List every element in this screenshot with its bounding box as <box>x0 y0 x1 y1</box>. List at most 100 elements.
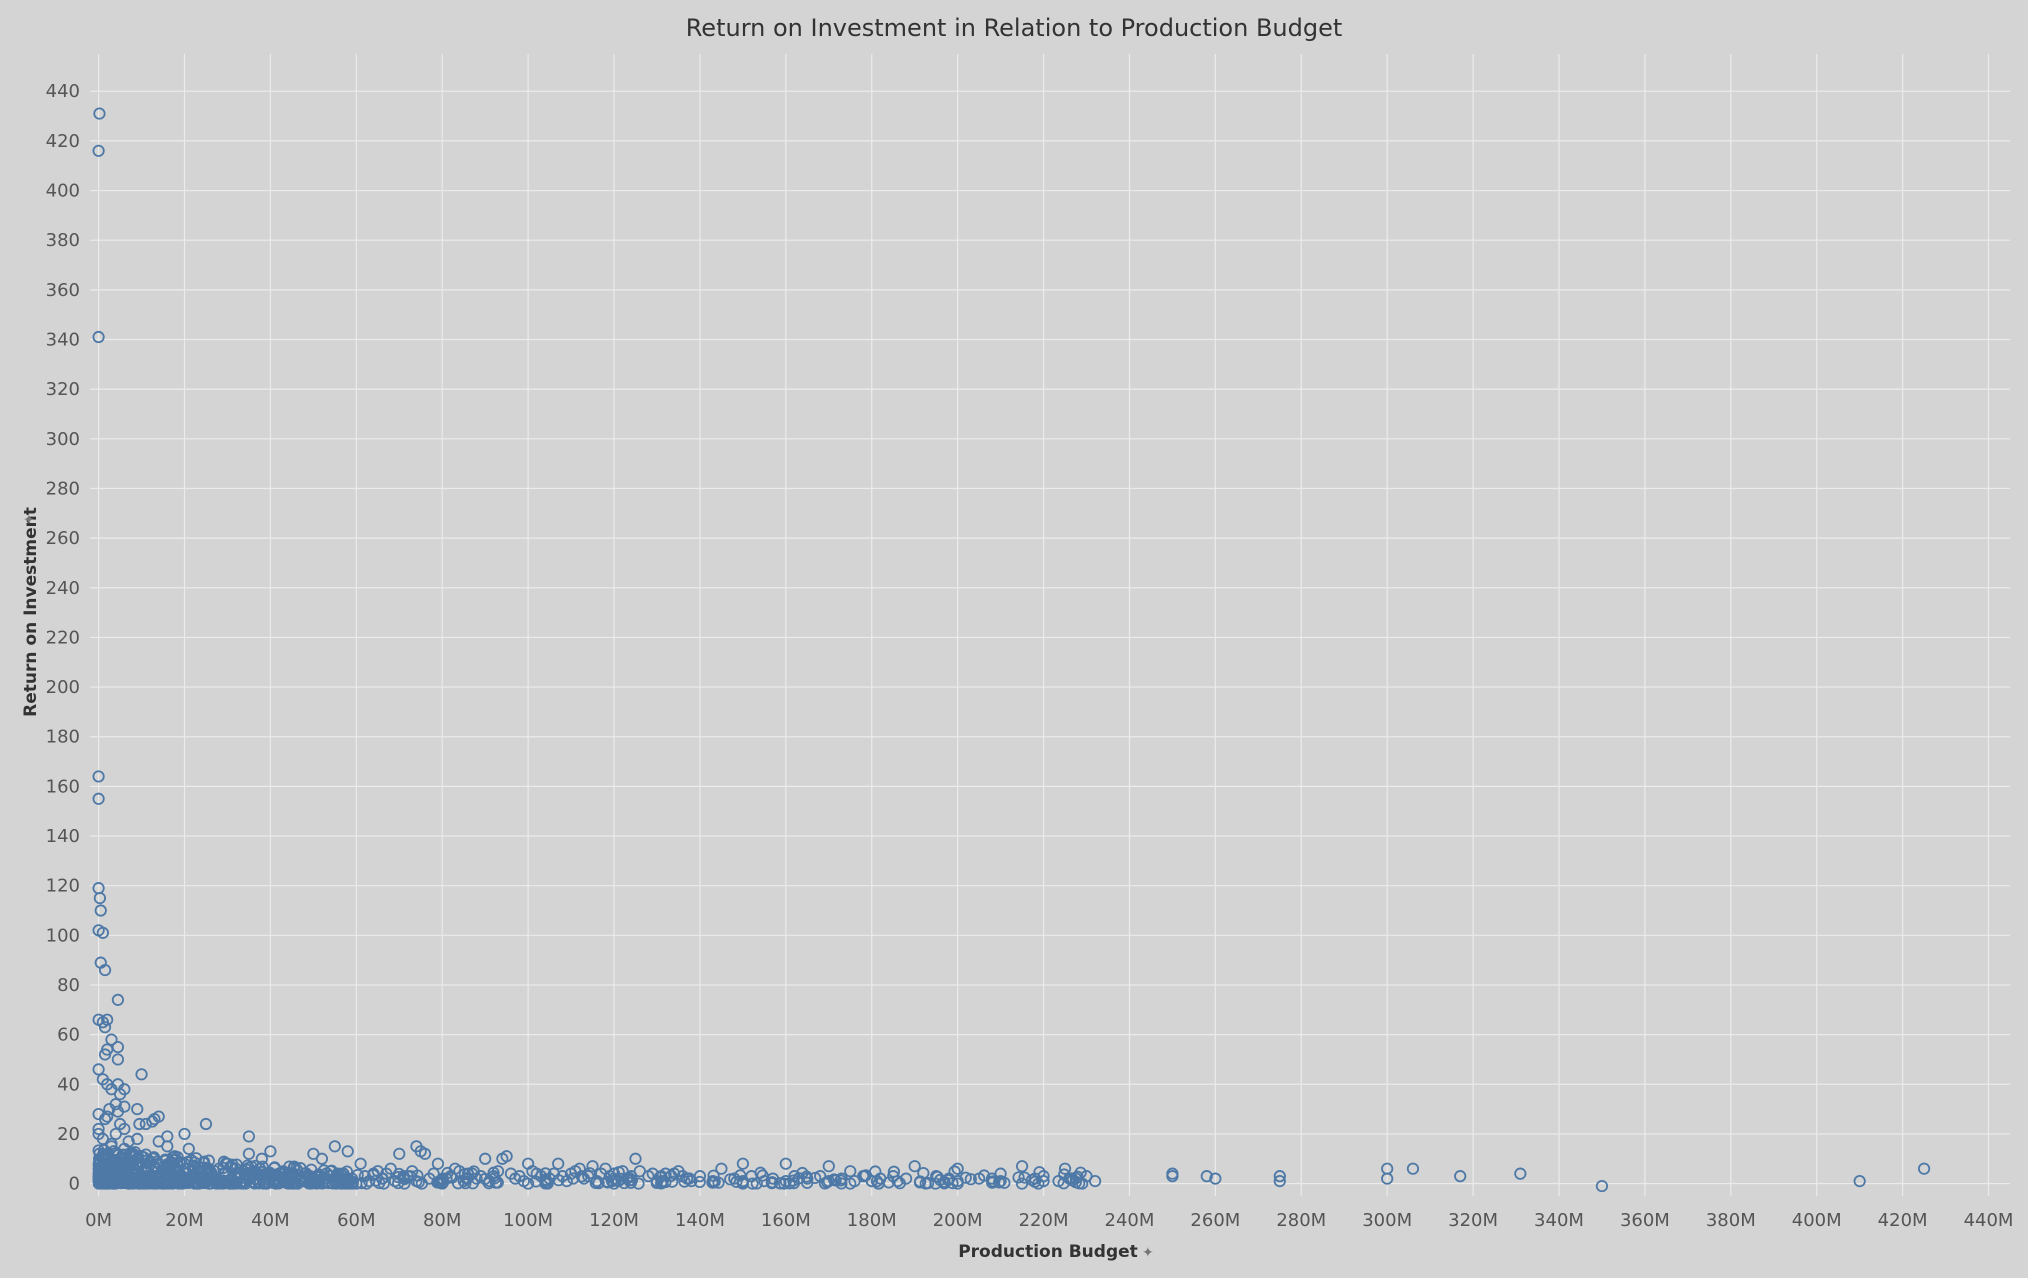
scatter-point <box>987 1175 1000 1188</box>
scatter-point <box>307 1176 320 1190</box>
scatter-point <box>177 1177 190 1190</box>
scatter-point <box>92 1122 105 1136</box>
scatter-point <box>103 1103 116 1116</box>
scatter-point <box>268 1161 281 1174</box>
scatter-point <box>601 1175 614 1188</box>
scatter-point <box>226 1177 239 1190</box>
scatter-point <box>1052 1174 1065 1188</box>
scatter-point <box>756 1169 769 1182</box>
scatter-point <box>140 1154 153 1167</box>
scatter-point <box>161 1140 174 1153</box>
y-tick-label: 40 <box>57 1074 80 1095</box>
scatter-point <box>360 1177 373 1190</box>
x-tick-label: 220M <box>1019 1210 1069 1231</box>
scatter-point <box>796 1166 809 1180</box>
scatter-point <box>746 1177 759 1190</box>
scatter-point <box>986 1176 999 1189</box>
scatter-point <box>392 1171 405 1184</box>
scatter-point <box>101 1110 114 1123</box>
scatter-point <box>105 1033 118 1046</box>
x-tick-label: 340M <box>1534 1210 1584 1231</box>
scatter-point <box>412 1175 425 1189</box>
scatter-point <box>656 1174 670 1188</box>
scatter-point <box>834 1174 847 1187</box>
x-tick-label: 120M <box>589 1210 639 1231</box>
y-tick-label: 20 <box>57 1124 80 1145</box>
scatter-point <box>122 1135 135 1148</box>
y-tick-label: 140 <box>46 826 80 847</box>
scatter-point <box>1200 1170 1213 1183</box>
scatter-point <box>1853 1175 1866 1188</box>
x-tick-label: 40M <box>251 1210 289 1231</box>
scatter-point <box>1012 1171 1025 1184</box>
x-tick-label: 180M <box>847 1210 897 1231</box>
scatter-point <box>964 1173 977 1186</box>
x-tick-label: 160M <box>761 1210 811 1231</box>
scatter-point <box>98 1021 112 1034</box>
grid-lines <box>90 54 2010 1196</box>
scatter-point <box>829 1174 842 1187</box>
x-tick-label: 400M <box>1792 1210 1842 1231</box>
scatter-point <box>1454 1170 1467 1183</box>
scatter-point <box>844 1165 857 1178</box>
scatter-point <box>887 1165 901 1178</box>
scatter-point <box>156 1177 169 1190</box>
scatter-point <box>586 1160 599 1173</box>
scatter-point <box>112 1148 125 1162</box>
scatter-point <box>730 1175 743 1188</box>
scatter-point <box>552 1157 565 1170</box>
y-axis-ticks: 0 20 40 60 80 100 120 140 160 180 200 220 240 260 280 3… <box>46 81 80 1194</box>
scatter-point <box>132 1177 145 1190</box>
scatter-point <box>750 1177 763 1190</box>
scatter-point <box>496 1152 509 1165</box>
scatter-point <box>215 1176 228 1189</box>
scatter-point <box>96 926 109 939</box>
scatter-point <box>237 1165 251 1178</box>
scatter-point <box>779 1157 792 1170</box>
x-tick-label: 140M <box>675 1210 725 1231</box>
scatter-point <box>992 1176 1006 1189</box>
scatter-point <box>111 1105 125 1118</box>
scatter-point <box>367 1168 380 1182</box>
y-tick-label: 320 <box>46 379 80 400</box>
scatter-point <box>734 1169 747 1182</box>
scatter-point <box>818 1177 832 1190</box>
scatter-point <box>609 1174 622 1187</box>
scatter-point <box>678 1175 691 1188</box>
scatter-point <box>329 1176 342 1189</box>
scatter-point <box>124 1157 137 1170</box>
scatter-point <box>377 1177 390 1190</box>
x-tick-label: 240M <box>1105 1210 1155 1231</box>
x-tick-label: 0M <box>85 1210 112 1231</box>
y-tick-label: 240 <box>46 578 80 599</box>
scatter-point <box>445 1171 459 1184</box>
scatter-point <box>199 1176 212 1190</box>
x-tick-label: 300M <box>1362 1210 1412 1231</box>
scatter-point <box>693 1175 706 1189</box>
scatter-point <box>152 1169 166 1183</box>
scatter-point <box>113 1088 127 1101</box>
x-tick-label: 380M <box>1706 1210 1756 1231</box>
scatter-point <box>1273 1175 1286 1188</box>
x-tick-label: 60M <box>337 1210 375 1231</box>
scatter-point <box>93 107 106 120</box>
scatter-point <box>959 1171 972 1184</box>
scatter-point <box>882 1176 895 1189</box>
scatter-point <box>92 330 105 344</box>
scatter-point <box>706 1176 719 1189</box>
scatter-point <box>552 1174 565 1187</box>
scatter-point <box>113 1117 127 1131</box>
x-tick-label: 280M <box>1276 1210 1326 1231</box>
scatter-point <box>92 144 105 157</box>
y-axis-label: Return on Investment <box>21 507 41 717</box>
scatter-point <box>261 1169 274 1182</box>
x-tick-label: 320M <box>1448 1210 1498 1231</box>
scatter-point <box>625 1173 639 1187</box>
scatter-point <box>1514 1167 1527 1180</box>
y-tick-label: 260 <box>46 528 80 549</box>
scatter-point <box>139 1117 152 1131</box>
y-tick-label: 220 <box>46 627 80 648</box>
scatter-point <box>431 1157 445 1170</box>
scatter-point <box>133 1117 146 1131</box>
scatter-point <box>289 1176 302 1189</box>
